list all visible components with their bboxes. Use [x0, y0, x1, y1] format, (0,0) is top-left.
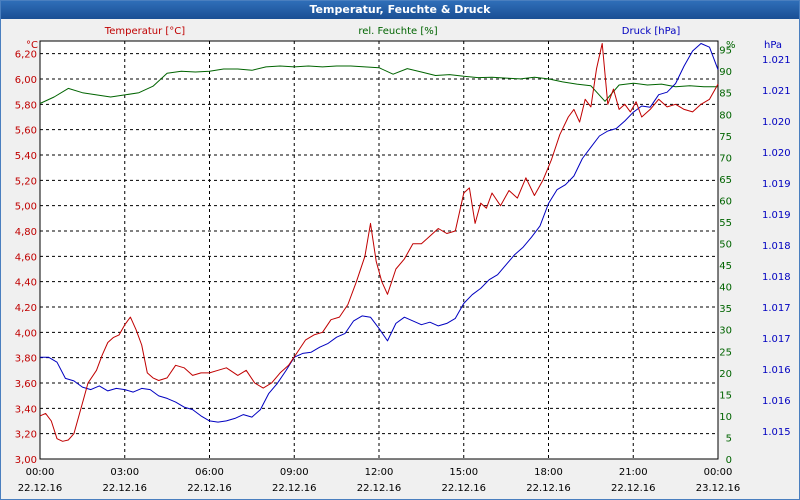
left-tick-label: 6,20: [15, 50, 37, 61]
x-date-label: 22.12.16: [611, 483, 656, 494]
left-tick-label: 4,00: [15, 328, 37, 339]
right2-tick-label: 1.018: [762, 272, 791, 283]
right2-tick-label: 1.020: [762, 148, 791, 159]
x-date-label: 22.12.16: [272, 483, 317, 494]
left-tick-label: 5,20: [15, 176, 37, 187]
x-date-label: 22.12.16: [102, 483, 147, 494]
right2-tick-label: 1.019: [762, 179, 791, 190]
left-tick-label: 6,00: [15, 75, 37, 86]
x-tick-label: 12:00: [365, 467, 394, 478]
left-tick-label: 3,60: [15, 379, 37, 390]
tick-labels: 00:00 22.12.16 03:00 22.12.16 06:00 22.12.16 0…: [15, 40, 791, 494]
right1-tick-label: 5: [726, 433, 732, 444]
x-tick-label: 15:00: [449, 467, 478, 478]
right2-axis-unit: hPa: [764, 40, 782, 51]
right2-tick-label: 1.016: [762, 365, 791, 376]
series-line-pressure: [40, 43, 719, 423]
x-date-label: 22.12.16: [18, 483, 63, 494]
right2-tick-label: 1.016: [762, 396, 791, 407]
x-date-label: 22.12.16: [187, 483, 232, 494]
left-tick-label: 4,80: [15, 227, 37, 238]
legend-item: rel. Feuchte [%]: [358, 26, 437, 37]
left-tick-label: 5,40: [15, 151, 37, 162]
left-tick-label: 4,60: [15, 252, 37, 263]
series-line-temperature: [39, 43, 719, 442]
right1-tick-label: 40: [719, 283, 732, 294]
gridlines: [40, 41, 718, 459]
x-tick-label: 09:00: [280, 467, 309, 478]
right1-tick-label: 85: [719, 89, 732, 100]
left-tick-label: 3,00: [15, 455, 37, 466]
right1-tick-label: 75: [719, 132, 732, 143]
right1-tick-label: 55: [719, 218, 732, 229]
left-tick-label: 3,80: [15, 354, 37, 365]
x-tick-label: 18:00: [534, 467, 563, 478]
right1-tick-label: 45: [719, 261, 732, 272]
right2-tick-label: 1.017: [762, 303, 791, 314]
x-tick-label: 21:00: [619, 467, 648, 478]
right2-tick-label: 1.020: [762, 117, 791, 128]
data-series: [39, 43, 719, 442]
x-tick-label: 00:00: [704, 467, 733, 478]
left-tick-label: 4,20: [15, 303, 37, 314]
x-date-label: 23.12.16: [696, 483, 741, 494]
right1-tick-label: 35: [719, 304, 732, 315]
right2-tick-label: 1.018: [762, 241, 791, 252]
legend-item: Temperatur [°C]: [104, 26, 185, 37]
right1-tick-label: 25: [719, 347, 732, 358]
left-tick-label: 4,40: [15, 278, 37, 289]
x-tick-label: 06:00: [195, 467, 224, 478]
x-date-label: 22.12.16: [526, 483, 571, 494]
right1-tick-label: 15: [719, 390, 732, 401]
window-title: Temperatur, Feuchte & Druck: [1, 1, 799, 19]
right1-tick-label: 60: [719, 196, 732, 207]
x-tick-label: 00:00: [26, 467, 55, 478]
right2-tick-label: 1.021: [762, 86, 791, 97]
right1-tick-label: 50: [719, 240, 732, 251]
series-line-humidity: [39, 65, 718, 104]
right1-tick-label: 20: [719, 369, 732, 380]
x-date-label: 22.12.16: [357, 483, 402, 494]
right2-tick-label: 1.019: [762, 210, 791, 221]
left-tick-label: 3,20: [15, 430, 37, 441]
right1-tick-label: 80: [719, 110, 732, 121]
left-tick-label: 5,00: [15, 202, 37, 213]
right1-tick-label: 0: [726, 455, 732, 466]
right1-tick-label: 10: [719, 412, 732, 423]
right1-tick-label: 65: [719, 175, 732, 186]
right1-tick-label: 95: [719, 46, 732, 57]
left-tick-label: 3,40: [15, 404, 37, 415]
right1-tick-label: 30: [719, 326, 732, 337]
right2-tick-label: 1.021: [762, 55, 791, 66]
right2-tick-label: 1.015: [762, 427, 791, 438]
x-date-label: 22.12.16: [441, 483, 486, 494]
right2-tick-label: 1.017: [762, 334, 791, 345]
x-tick-label: 03:00: [110, 467, 139, 478]
left-tick-label: 5,80: [15, 100, 37, 111]
left-tick-label: 5,60: [15, 126, 37, 137]
right1-tick-label: 70: [719, 153, 732, 164]
left-axis-unit: °C: [26, 40, 38, 51]
legend: Temperatur [°C] rel. Feuchte [%] Druck [hP…: [104, 26, 681, 37]
right1-tick-label: 90: [719, 67, 732, 78]
right1-axis-unit: %: [726, 40, 736, 51]
legend-item: Druck [hPa]: [622, 26, 681, 37]
